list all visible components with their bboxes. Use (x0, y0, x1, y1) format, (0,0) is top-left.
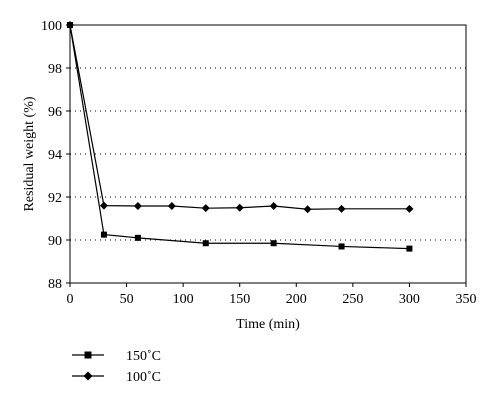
data-point-square (406, 245, 413, 252)
x-tick-label: 250 (342, 292, 363, 307)
data-point-square (100, 231, 107, 238)
y-tick-label: 88 (48, 277, 62, 292)
gridlines (70, 67, 466, 241)
x-axis-title: Time (min) (236, 317, 300, 332)
data-point-diamond (201, 204, 210, 213)
data-point-diamond (66, 21, 74, 29)
y-tick-label: 90 (48, 234, 62, 249)
x-tick-label: 350 (456, 292, 477, 307)
x-tick-label: 200 (286, 292, 307, 307)
y-tick-label: 94 (48, 148, 62, 163)
series-line-100 (69, 24, 410, 210)
y-tick-label: 96 (48, 105, 62, 120)
x-tick-label: 150 (229, 292, 250, 307)
data-point-diamond (167, 202, 176, 211)
data-point-diamond (405, 204, 414, 213)
y-tick-label: 98 (48, 62, 62, 77)
data-point-diamond (99, 201, 108, 210)
data-point-square (202, 240, 209, 247)
legend-marker-square (84, 351, 92, 359)
data-point-diamond (269, 202, 278, 211)
data-point-diamond (337, 204, 346, 213)
y-axis-ticks: 88 90 92 94 96 98 100 (41, 19, 70, 292)
legend-label-150: 150˚C (126, 349, 161, 364)
series-group (66, 21, 414, 252)
x-tick-label: 0 (67, 292, 74, 307)
series-line-150 (69, 24, 410, 250)
legend-marker-diamond (83, 371, 93, 381)
x-tick-label: 100 (173, 292, 194, 307)
y-axis-title: Residual weight (%) (22, 96, 37, 211)
y-tick-label: 92 (48, 191, 62, 206)
data-point-diamond (235, 203, 244, 212)
data-point-diamond (133, 202, 142, 211)
plot-area (69, 24, 467, 284)
data-point-diamond (303, 205, 312, 214)
data-point-square (270, 240, 277, 247)
legend-label-100: 100˚C (126, 370, 161, 385)
x-axis-ticks: 0 50 100 150 200 250 300 350 (67, 283, 477, 307)
data-point-square (338, 243, 345, 250)
legend: 150˚C 100˚C (72, 349, 161, 385)
data-point-square (134, 234, 141, 241)
x-tick-label: 300 (399, 292, 420, 307)
y-tick-label: 100 (41, 19, 62, 34)
x-tick-label: 50 (120, 292, 134, 307)
